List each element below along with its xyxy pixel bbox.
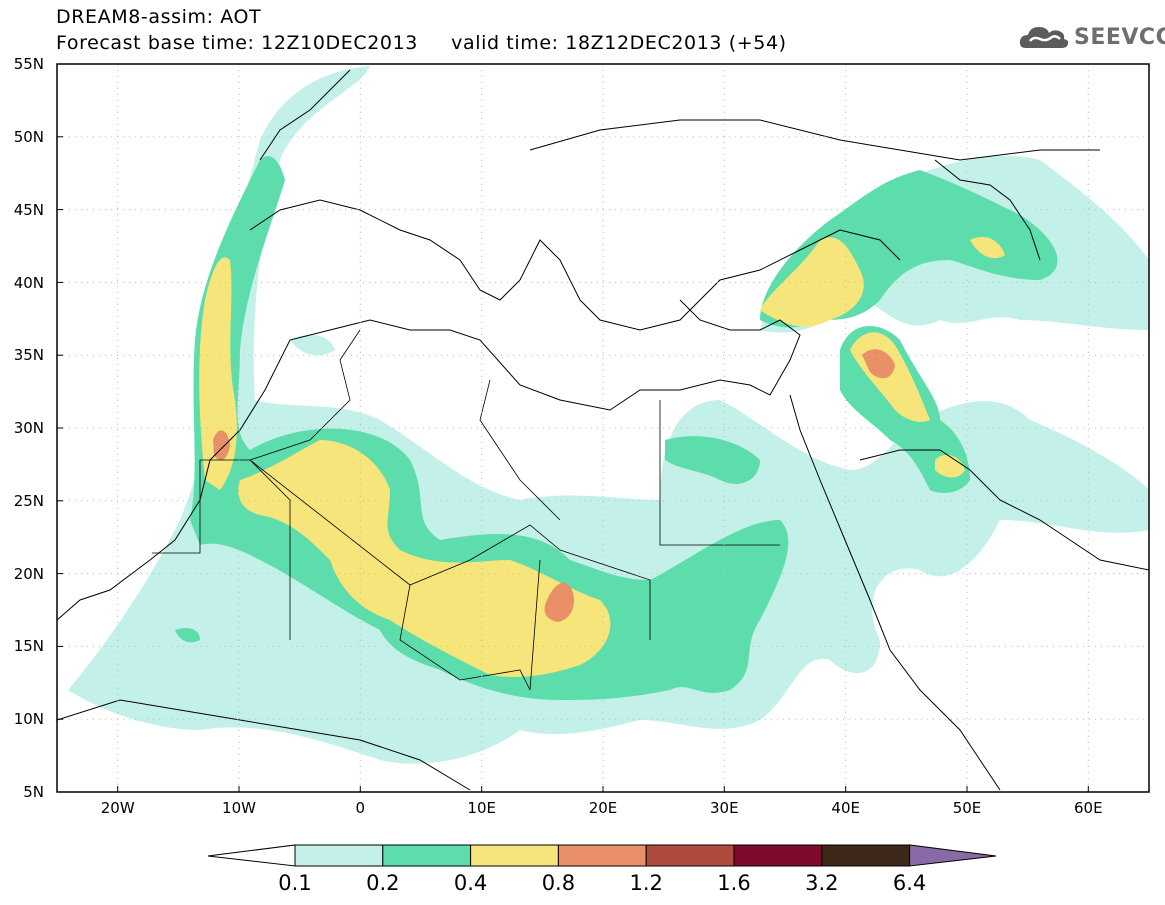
- seevccc-logo: SEEVCCC: [1018, 20, 1165, 54]
- map-title: DREAM8-assim: AOT: [56, 6, 262, 28]
- colorbar-swatch: [557, 844, 647, 867]
- colorbar-label: 1.6: [717, 871, 750, 895]
- colorbar-label: 0.2: [366, 871, 399, 895]
- x-tick-label: 40E: [831, 799, 860, 817]
- colorbar-over-arrow: [909, 844, 997, 867]
- y-tick-label: 25N: [14, 492, 44, 510]
- aot-band-0.4: [199, 236, 1005, 677]
- country-borders: [152, 329, 780, 691]
- colorbar-labels: 0.1 0.2 0.4 0.8 1.2 1.6 3.2 6.4: [278, 871, 926, 895]
- x-tick-label: 10E: [467, 799, 496, 817]
- y-tick-label: 35N: [14, 346, 44, 364]
- colorbar-label: 3.2: [805, 871, 838, 895]
- colorbar-swatch: [382, 844, 472, 867]
- y-tick-label: 30N: [14, 419, 44, 437]
- y-tick-label: 15N: [14, 637, 44, 655]
- y-tick-labels: 5N 10N 15N 20N 25N 30N 35N 40N 45N 50N 5…: [14, 55, 44, 801]
- y-tick-label: 40N: [14, 274, 44, 292]
- colorbar-swatch: [645, 844, 735, 867]
- x-tick-label: 30E: [710, 799, 739, 817]
- colorbar-label: 0.8: [542, 871, 575, 895]
- aot-band-0.8: [213, 349, 895, 622]
- colorbar-label: 0.1: [278, 871, 311, 895]
- y-tick-label: 45N: [14, 201, 44, 219]
- x-tick-marks: [117, 786, 1089, 792]
- colorbar-swatch: [470, 844, 559, 867]
- colorbar-label: 1.2: [629, 871, 662, 895]
- graticule: [57, 64, 1149, 792]
- y-tick-label: 5N: [23, 783, 44, 801]
- logo-text: SEEVCCC: [1074, 24, 1165, 50]
- colorbar: [207, 844, 997, 867]
- x-tick-label: 60E: [1074, 799, 1103, 817]
- colorbar-label: 0.4: [454, 871, 487, 895]
- y-tick-label: 55N: [14, 55, 44, 73]
- x-tick-label: 20E: [589, 799, 618, 817]
- colorbar-swatch: [294, 844, 384, 867]
- x-tick-labels: 20W 10W 0 10E 20E 30E 40E 50E 60E: [101, 799, 1103, 817]
- x-tick-label: 20W: [101, 799, 135, 817]
- forecast-time-line: Forecast base time: 12Z10DEC2013 valid t…: [56, 32, 787, 54]
- colorbar-swatch: [821, 844, 911, 867]
- colorbar-under-arrow: [207, 844, 296, 867]
- coastlines: [57, 69, 1149, 791]
- x-tick-label: 0: [356, 799, 366, 817]
- y-tick-label: 10N: [14, 710, 44, 728]
- colorbar-label: 6.4: [893, 871, 926, 895]
- y-tick-label: 50N: [14, 128, 44, 146]
- x-tick-label: 10W: [222, 799, 256, 817]
- aot-field: [68, 66, 1149, 764]
- y-tick-label: 20N: [14, 565, 44, 583]
- cloud-icon: [1019, 27, 1069, 48]
- x-tick-label: 50E: [953, 799, 982, 817]
- colorbar-swatch: [733, 844, 823, 867]
- y-tick-marks: [57, 136, 63, 720]
